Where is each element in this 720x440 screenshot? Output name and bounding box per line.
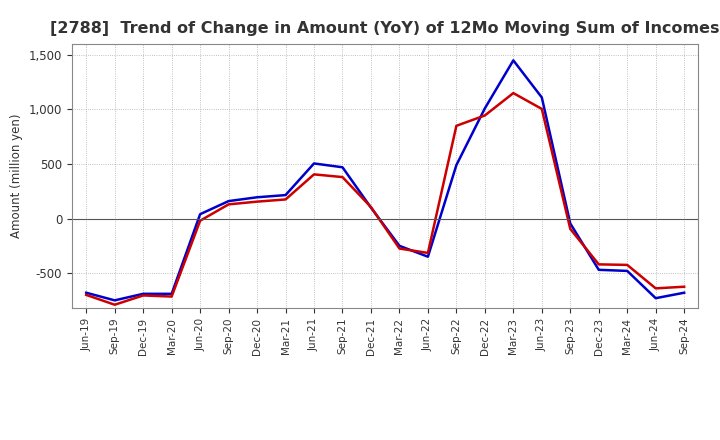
Line: Net Income: Net Income — [86, 93, 684, 305]
Ordinary Income — [310, 161, 318, 166]
Ordinary Income — [680, 290, 688, 295]
Net Income — [225, 202, 233, 207]
Ordinary Income — [423, 254, 432, 259]
Net Income — [82, 292, 91, 297]
Net Income — [338, 174, 347, 180]
Ordinary Income — [623, 268, 631, 274]
Ordinary Income — [225, 198, 233, 204]
Net Income — [395, 246, 404, 251]
Ordinary Income — [480, 106, 489, 111]
Ordinary Income — [595, 267, 603, 272]
Ordinary Income — [282, 192, 290, 198]
Ordinary Income — [338, 165, 347, 170]
Ordinary Income — [566, 221, 575, 226]
Ordinary Income — [82, 290, 91, 295]
Ordinary Income — [537, 95, 546, 100]
Ordinary Income — [253, 194, 261, 200]
Net Income — [537, 106, 546, 112]
Net Income — [652, 286, 660, 291]
Ordinary Income — [366, 205, 375, 210]
Ordinary Income — [509, 58, 518, 63]
Line: Ordinary Income: Ordinary Income — [86, 60, 684, 301]
Net Income — [366, 205, 375, 210]
Net Income — [167, 294, 176, 299]
Net Income — [480, 113, 489, 118]
Ordinary Income — [395, 243, 404, 249]
Ordinary Income — [452, 162, 461, 168]
Net Income — [509, 91, 518, 96]
Net Income — [110, 302, 119, 308]
Net Income — [623, 262, 631, 268]
Ordinary Income — [110, 298, 119, 303]
Ordinary Income — [139, 291, 148, 297]
Net Income — [452, 123, 461, 128]
Net Income — [595, 262, 603, 267]
Ordinary Income — [196, 212, 204, 217]
Title: [2788]  Trend of Change in Amount (YoY) of 12Mo Moving Sum of Incomes: [2788] Trend of Change in Amount (YoY) o… — [50, 21, 720, 36]
Net Income — [566, 226, 575, 231]
Net Income — [423, 250, 432, 256]
Y-axis label: Amount (million yen): Amount (million yen) — [10, 114, 23, 238]
Ordinary Income — [167, 291, 176, 297]
Net Income — [139, 293, 148, 298]
Net Income — [680, 284, 688, 290]
Net Income — [310, 172, 318, 177]
Net Income — [253, 199, 261, 204]
Net Income — [196, 218, 204, 224]
Net Income — [282, 197, 290, 202]
Ordinary Income — [652, 296, 660, 301]
